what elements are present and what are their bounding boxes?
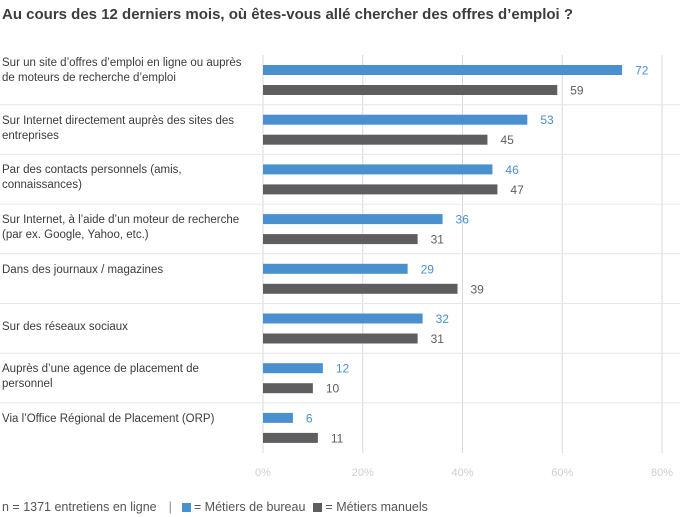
bar-manuels [263,283,458,294]
data-label: 6 [306,411,313,425]
bar-bureau [263,263,408,274]
bar-bureau [263,114,528,125]
legend-item-manuels: = Métiers manuels [313,500,428,514]
data-label: 47 [510,183,524,197]
data-label: 12 [336,362,350,376]
bar-bureau [263,164,493,175]
legend-swatch-manuels [313,502,323,512]
bar-manuels [263,85,558,95]
x-tick-label: 20% [352,467,374,479]
footer-separator: | [168,500,172,514]
bar-manuels [263,432,318,443]
legend-label-bureau: = Métiers de bureau [193,500,306,514]
bar-chart: 0% 20% 40% 60% 80% 72 59 53 45 46 47 36 31 29 39 32 31 12… [0,55,680,479]
data-label: 29 [421,262,435,276]
category-label: Sur Internet, à l’aide d’un moteur de re… [2,213,240,241]
category-label: Sur un site d’offres d’emploi en ligne o… [2,57,242,85]
x-tick-label: 80% [651,467,673,479]
data-label: 59 [570,84,584,98]
data-label: 32 [436,312,450,326]
bar-bureau [263,65,623,75]
category-label: Par des contacts personnels (amis, conna… [2,164,182,192]
chart-title: Au cours des 12 derniers mois, où êtes-v… [2,6,574,23]
bar-manuels [263,184,498,195]
x-tick-label: 0% [255,467,271,479]
legend-label-manuels: = Métiers manuels [325,500,428,514]
sample-note: n = 1371 entretiens en ligne [2,500,157,514]
data-label: 31 [431,233,445,247]
x-tick-label: 40% [451,467,473,479]
bar-manuels [263,333,418,344]
bar-manuels [263,134,488,145]
data-label: 72 [635,64,649,78]
x-tick-label: 60% [551,467,573,479]
category-label: Via l’Office Régional de Placement (ORP) [2,412,215,425]
legend-swatch-bureau [181,502,191,512]
data-label: 36 [456,213,470,227]
category-label: Sur des réseaux sociaux [2,320,128,333]
data-label: 46 [505,163,519,177]
data-label: 31 [431,332,445,346]
bar-manuels [263,383,313,394]
category-label: Dans des journaux / magazines [2,263,164,276]
category-label: Auprès d’une agence de placement de pers… [2,363,199,391]
bar-bureau [263,363,323,374]
data-label: 11 [331,431,344,445]
bar-bureau [263,412,293,423]
bar-bureau [263,313,423,324]
data-label: 45 [500,133,514,147]
category-label: Sur Internet directement auprès des site… [2,114,235,142]
chart-footer: n = 1371 entretiens en ligne | = Métiers… [2,497,436,517]
data-label: 10 [326,382,340,396]
data-label: 53 [540,113,554,127]
bar-bureau [263,214,443,225]
data-label: 39 [471,282,485,296]
legend-item-bureau: = Métiers de bureau [181,500,306,514]
bar-manuels [263,234,418,245]
